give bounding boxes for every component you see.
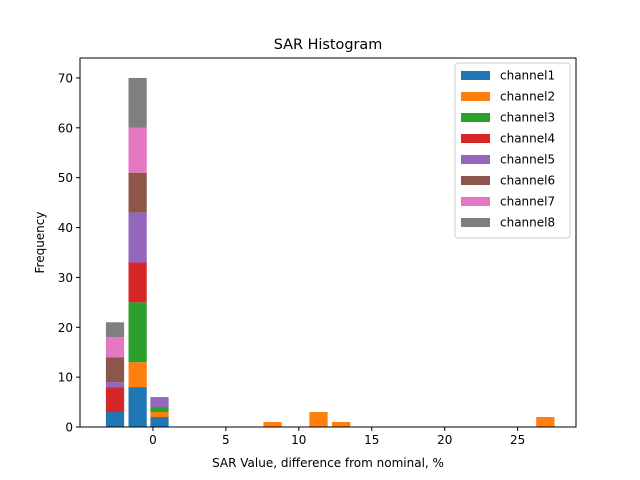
bar-channel2-bin-2 (150, 412, 169, 418)
legend-label-channel3: channel3 (500, 111, 555, 125)
y-tick-label-60: 60 (58, 121, 73, 135)
legend-box (454, 62, 571, 239)
bar-channel2-bin-6 (536, 417, 555, 427)
legend-swatch-channel2 (461, 92, 490, 101)
y-tick-label-30: 30 (58, 271, 73, 285)
bar-channel6-bin-0 (105, 357, 125, 383)
bar-channel5-bin-0 (105, 382, 125, 388)
legend-label-channel2: channel2 (500, 90, 555, 104)
legend-swatch-channel5 (461, 155, 490, 164)
x-tick-label-15: 15 (364, 433, 379, 447)
y-axis-label: Frequency (33, 212, 47, 274)
chart-title: SAR Histogram (274, 37, 382, 53)
x-tick-label-5: 5 (222, 433, 230, 447)
bar-channel1-bin-1 (128, 387, 147, 427)
bar-channel3-bin-2 (150, 407, 169, 413)
x-tick-label-0: 0 (149, 433, 157, 447)
legend-label-channel4: channel4 (500, 132, 555, 146)
legend-label-channel6: channel6 (500, 174, 555, 188)
legend-swatch-channel4 (461, 134, 490, 143)
legend-swatch-channel3 (461, 113, 490, 122)
plot-area (105, 77, 555, 427)
legend-swatch-channel1 (461, 71, 490, 80)
y-tick-label-40: 40 (58, 221, 73, 235)
bar-channel7-bin-0 (105, 337, 125, 358)
y-tick-label-10: 10 (58, 371, 73, 385)
legend: channel1 channel2 channel3 channel4 channel5… (454, 62, 571, 239)
x-axis: 0 5 10 15 20 25 (149, 427, 525, 447)
x-tick-label-20: 20 (437, 433, 452, 447)
bar-channel4-bin-0 (105, 387, 125, 413)
bar-channel2-bin-4 (309, 412, 328, 427)
bar-channel2-bin-5 (332, 422, 351, 427)
bar-channel6-bin-1 (128, 172, 147, 213)
bar-channel4-bin-1 (128, 262, 147, 303)
legend-label-channel7: channel7 (500, 195, 555, 209)
x-tick-label-10: 10 (291, 433, 306, 447)
bar-channel2-bin-1 (128, 362, 147, 388)
bar-channel5-bin-2 (150, 397, 169, 408)
y-tick-label-70: 70 (58, 71, 73, 85)
y-axis: 0 10 20 30 40 50 60 70 (58, 71, 80, 435)
axes-frame (79, 57, 577, 428)
bar-channel5-bin-1 (128, 212, 147, 263)
x-tick-label-25: 25 (510, 433, 525, 447)
bar-channel2-bin-3 (263, 422, 282, 427)
y-tick-label-0: 0 (65, 421, 73, 435)
legend-swatch-channel8 (461, 218, 490, 227)
legend-label-channel5: channel5 (500, 153, 555, 167)
bar-channel3-bin-1 (128, 302, 147, 363)
bar-channel1-bin-2 (150, 417, 169, 427)
bar-channel1-bin-0 (105, 412, 125, 427)
x-axis-label: SAR Value, difference from nominal, % (212, 456, 444, 470)
legend-label-channel1: channel1 (500, 69, 555, 83)
legend-label-channel8: channel8 (500, 216, 555, 230)
y-tick-label-50: 50 (58, 171, 73, 185)
bar-channel7-bin-1 (128, 127, 147, 173)
bar-channel8-bin-0 (105, 322, 125, 338)
bar-channel8-bin-1 (128, 77, 147, 128)
legend-swatch-channel7 (461, 197, 490, 206)
legend-swatch-channel6 (461, 176, 490, 185)
y-tick-label-20: 20 (58, 321, 73, 335)
